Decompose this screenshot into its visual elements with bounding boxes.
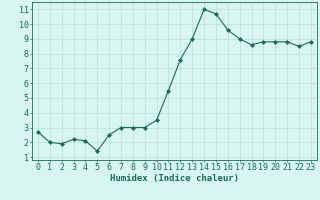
X-axis label: Humidex (Indice chaleur): Humidex (Indice chaleur) (110, 174, 239, 183)
